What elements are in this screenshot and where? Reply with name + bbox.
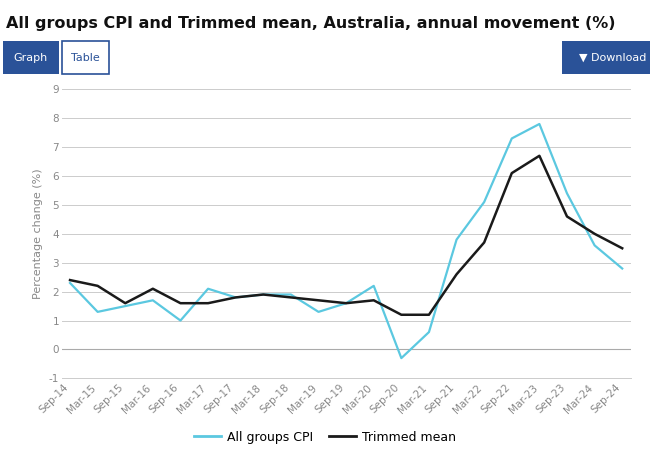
Legend: All groups CPI, Trimmed mean: All groups CPI, Trimmed mean — [188, 426, 462, 448]
Text: Table: Table — [72, 53, 100, 63]
Text: ▼ Download: ▼ Download — [578, 53, 646, 63]
FancyBboxPatch shape — [562, 41, 650, 74]
FancyBboxPatch shape — [3, 41, 58, 74]
Y-axis label: Percentage change (%): Percentage change (%) — [33, 169, 43, 299]
Text: All groups CPI and Trimmed mean, Australia, annual movement (%): All groups CPI and Trimmed mean, Austral… — [6, 16, 616, 31]
FancyBboxPatch shape — [62, 41, 109, 74]
Text: Graph: Graph — [14, 53, 47, 63]
